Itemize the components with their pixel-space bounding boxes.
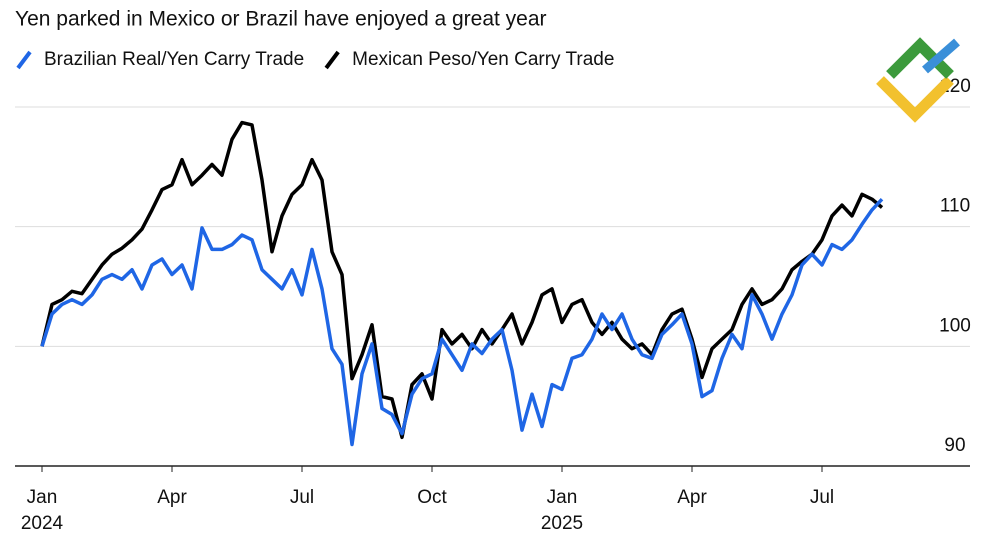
- logo-shape: [922, 38, 960, 74]
- y-tick-label: 110: [940, 196, 970, 217]
- legend-swatch: [324, 50, 340, 70]
- x-tick-label: Jul: [810, 487, 834, 508]
- logo-shape: [886, 37, 954, 79]
- series-line: [40, 120, 884, 440]
- series-line: [40, 197, 884, 447]
- logo: [876, 37, 960, 123]
- x-tick-sublabel: 2024: [21, 513, 64, 534]
- logo-shape: [876, 76, 954, 123]
- x-tick-label: Apr: [677, 487, 707, 508]
- x-tick-sublabel: 2025: [541, 513, 583, 534]
- legend-swatch: [16, 50, 32, 70]
- legend-label: Mexican Peso/Yen Carry Trade: [352, 49, 614, 70]
- x-tick-label: Jul: [290, 487, 314, 508]
- legend-label: Brazilian Real/Yen Carry Trade: [44, 49, 304, 70]
- x-tick-label: Apr: [157, 487, 187, 508]
- x-tick-label: Jan: [547, 487, 578, 508]
- x-tick-label: Jan: [27, 487, 58, 508]
- y-tick-label: 100: [939, 315, 971, 336]
- x-tick-label: Oct: [417, 487, 447, 508]
- y-tick-label: 90: [944, 435, 965, 456]
- chart-title: Yen parked in Mexico or Brazil have enjo…: [15, 8, 547, 31]
